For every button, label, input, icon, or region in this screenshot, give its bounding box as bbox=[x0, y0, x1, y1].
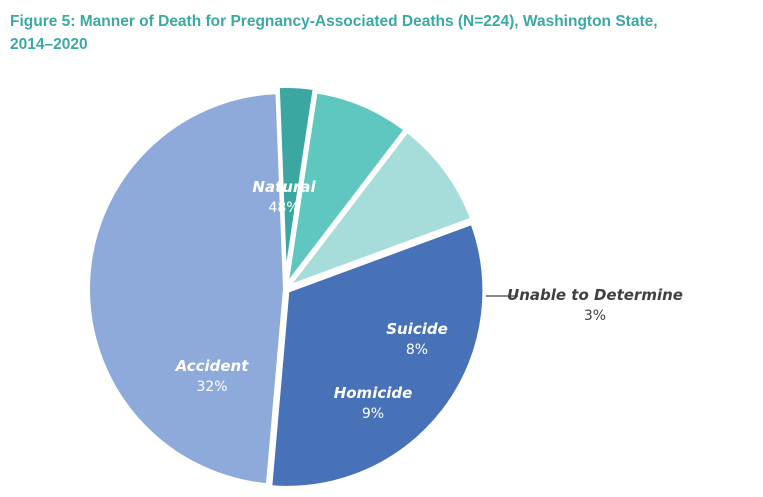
slice-value-suicide: 8% bbox=[406, 342, 428, 358]
slice-value-unable-to-determine: 3% bbox=[584, 308, 606, 324]
slice-label-suicide: Suicide bbox=[386, 320, 448, 338]
chart-title-line-1: Figure 5: Manner of Death for Pregnancy-… bbox=[10, 13, 658, 30]
slice-label-accident: Accident bbox=[175, 357, 250, 375]
pie-slice-natural bbox=[86, 90, 287, 488]
pie-labels: Natural 48% Unable to Determine 3% Suicide 8%… bbox=[175, 178, 683, 422]
chart-title: Figure 5: Manner of Death for Pregnancy-… bbox=[10, 10, 755, 56]
pie-slice-suicide bbox=[284, 89, 408, 289]
slice-value-natural: 48% bbox=[268, 200, 299, 216]
slice-value-homicide: 9% bbox=[362, 406, 384, 422]
chart-title-line-2: 2014–2020 bbox=[10, 36, 88, 53]
slice-label-homicide: Homicide bbox=[334, 384, 413, 402]
slice-label-unable-to-determine: Unable to Determine bbox=[507, 286, 683, 304]
pie-slice-unable-to-determine bbox=[275, 84, 317, 286]
slice-label-natural: Natural bbox=[252, 178, 316, 196]
pie-slices bbox=[86, 84, 487, 490]
pie-slice-accident bbox=[268, 220, 487, 490]
slice-value-accident: 32% bbox=[196, 379, 227, 395]
pie-slice-homicide bbox=[285, 128, 475, 290]
